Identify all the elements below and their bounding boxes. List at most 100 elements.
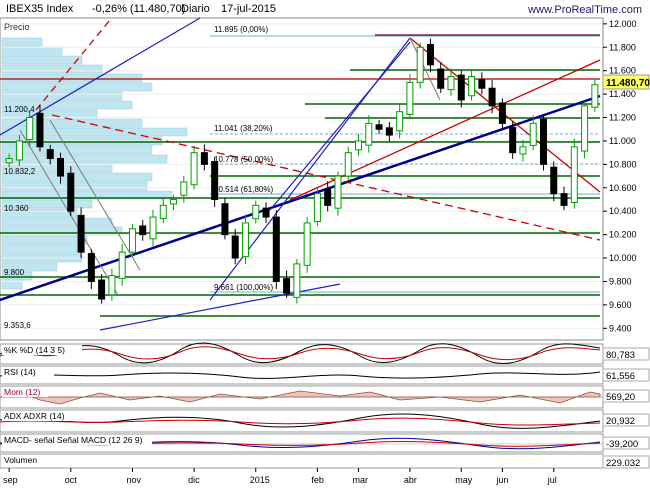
volume-value: 229.032 [606, 458, 640, 469]
main-panel-frame [0, 17, 604, 341]
main-trendline [0, 94, 601, 302]
candle-body [539, 118, 547, 165]
candle-body [108, 275, 116, 296]
channel-up-2 [269, 41, 411, 211]
x-tick-label: may [455, 475, 473, 485]
gray-channel-1 [49, 119, 141, 271]
trend-lines [0, 17, 601, 331]
prorealtime-link[interactable]: www.ProRealTime.com [528, 4, 642, 16]
current-price-tag: 11.480,70 [602, 74, 650, 90]
candle-body [211, 161, 219, 200]
x-tick-label: sep [3, 475, 18, 485]
macd-label: MACD- señal Señal MACD (12 26 9) [4, 435, 143, 445]
candle-body [324, 188, 332, 206]
candle-body [149, 216, 157, 240]
candle-body [200, 152, 208, 165]
price-tick-label: 11.200 [609, 113, 636, 123]
price-tick-label: 9.600 [609, 300, 632, 310]
fib-label-0: 11.895 (0,00%) [214, 25, 268, 34]
candle-body [447, 76, 455, 91]
candle-body [15, 140, 23, 161]
candle-body [519, 146, 527, 155]
price-tick-label: 12.000 [609, 19, 637, 29]
candle-body [241, 222, 249, 258]
x-tick-label: abr [404, 475, 417, 485]
candle-body [159, 204, 167, 219]
candle-body [426, 43, 434, 66]
price-tick-label: 11.600 [609, 66, 636, 76]
up-red-dashed [35, 19, 111, 111]
indicator-panels: %K %D (14 3 5) 80,783 RSI (14) 61,556 Mo… [0, 342, 650, 469]
upper-channel-left [0, 17, 201, 136]
candle-body [344, 152, 352, 177]
candle-body [67, 172, 75, 212]
price-tick-label: 9.800 [609, 276, 632, 286]
price-panel-label: Precio [4, 22, 30, 32]
date-label: 17-jul-2015 [221, 3, 277, 15]
red-horizontal-lines [0, 34, 600, 80]
x-tick-label: jun [495, 475, 508, 485]
candle-body [262, 207, 270, 218]
fib-label-38: 11.041 (38,20%) [214, 124, 273, 133]
x-tick-label: 2015 [250, 475, 270, 485]
candle-body [509, 127, 517, 154]
candle-body [355, 140, 363, 151]
rsi-value: 61,556 [606, 371, 635, 382]
candle-body [46, 149, 54, 160]
candle-body [457, 74, 465, 101]
level-labels: 11.200,4 10.832,2 10.360 9.800 9.353,6 [4, 105, 36, 330]
candle-body [98, 279, 106, 300]
price-tick-label: 10.600 [609, 183, 637, 193]
candle-body [581, 105, 589, 152]
candle-body [180, 181, 188, 196]
candles [5, 38, 599, 304]
candle-body [36, 112, 44, 148]
candle-body [406, 81, 414, 115]
price-tick-label: 10.000 [609, 253, 637, 263]
level-label-10360: 10.360 [4, 204, 29, 213]
price-tick-label: 11.400 [609, 89, 636, 99]
candle-body [570, 146, 578, 204]
candle-body [221, 203, 229, 236]
candle-body [303, 222, 311, 266]
price-tick-label: 11.800 [609, 42, 636, 52]
volume-label: Volumen [4, 455, 37, 465]
level-label-10832: 10.832,2 [4, 167, 36, 176]
svg-text:11.480,70: 11.480,70 [606, 78, 650, 89]
candle-body [293, 263, 301, 298]
x-tick-label: feb [311, 475, 324, 485]
gray-channel-2 [19, 129, 119, 296]
candle-body [231, 235, 239, 259]
momentum-label: Mom (12) [4, 387, 41, 397]
x-tick-label: jul [547, 475, 557, 485]
price-axis: 12.000 11.800 11.600 11.400 11.200 11.000 10.8… [603, 19, 637, 333]
candle-body [57, 158, 65, 177]
price-tick-label: 9.400 [609, 323, 632, 333]
candle-body [252, 204, 260, 220]
price-tick-label: 11.000 [609, 136, 636, 146]
fib-label-61: 10.514 (61,80%) [214, 185, 273, 194]
candle-body [416, 46, 424, 83]
price-tick-label: 10.800 [609, 159, 637, 169]
candle-body [334, 175, 342, 209]
candle-body [550, 166, 558, 195]
candle-body [468, 76, 476, 97]
momentum-value: 569,20 [606, 392, 635, 403]
candle-body [313, 193, 321, 223]
x-tick-label: oct [65, 475, 78, 485]
x-tick-label: dic [188, 475, 200, 485]
candle-body [560, 193, 568, 206]
candle-body [437, 68, 445, 89]
candle-body [87, 253, 95, 282]
fib-label-100: 9.661 (100,00%) [214, 283, 273, 292]
candle-body [591, 84, 599, 108]
candle-body [170, 198, 178, 205]
level-label-9800: 9.800 [4, 268, 25, 277]
candle-body [478, 78, 486, 89]
candle-body [365, 122, 373, 146]
x-axis: sep oct nov dic 2015 feb mar abr may jun jul [3, 468, 557, 485]
candle-body [272, 216, 280, 282]
candle-body [396, 111, 404, 132]
adx-label: ADX ADXR (14) [4, 411, 65, 421]
